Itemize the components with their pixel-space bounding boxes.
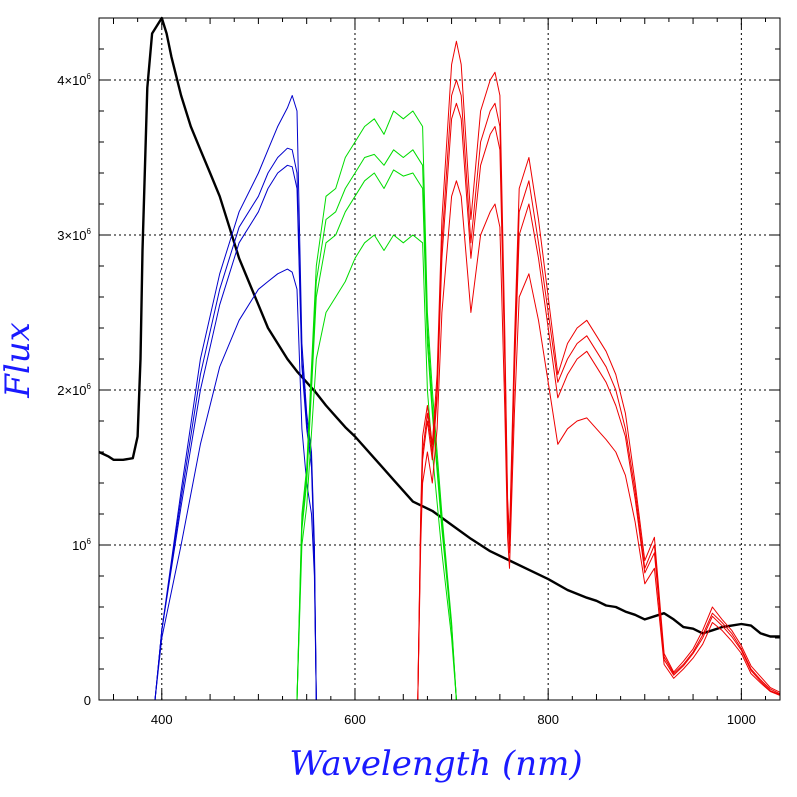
series-line-4: [154, 268, 317, 701]
y-tick-exponent: 6: [87, 227, 92, 236]
y-tick-label: 106: [72, 537, 91, 553]
y-tick-base: 2×10: [57, 383, 86, 398]
y-tick-base: 10: [72, 538, 86, 553]
series-line-8: [296, 234, 457, 701]
y-tick-label: 2×106: [57, 382, 91, 398]
series-line-5: [296, 110, 457, 701]
y-tick-base: 4×10: [57, 73, 86, 88]
axis-ticks: [99, 17, 780, 701]
series-line-2: [154, 147, 317, 701]
x-tick-label: 800: [537, 712, 559, 727]
y-tick-exponent: 6: [87, 72, 92, 81]
series-line-6: [296, 149, 457, 701]
x-axis-title: Wavelength (nm): [289, 744, 582, 784]
series-line-1: [154, 95, 317, 701]
y-tick-label: 0: [84, 693, 91, 708]
x-tick-label: 600: [344, 712, 366, 727]
y-tick-label: 3×106: [57, 227, 91, 243]
series-line-11: [417, 102, 781, 701]
grid-lines: [99, 18, 780, 700]
y-tick-exponent: 6: [87, 537, 92, 546]
y-tick-label: 4×106: [57, 72, 91, 88]
series-line-9: [417, 40, 781, 701]
series-line-7: [296, 169, 457, 701]
series-line-12: [417, 180, 781, 701]
x-tick-label: 1000: [727, 712, 756, 727]
y-tick-exponent: 6: [87, 382, 92, 391]
y-tick-base: 3×10: [57, 228, 86, 243]
x-tick-label: 400: [151, 712, 173, 727]
series-lines: [98, 16, 781, 701]
series-line-0: [98, 16, 780, 638]
series-line-10: [417, 79, 781, 701]
y-tick-value: 0: [84, 693, 91, 708]
y-axis-title: Flux: [0, 322, 38, 399]
